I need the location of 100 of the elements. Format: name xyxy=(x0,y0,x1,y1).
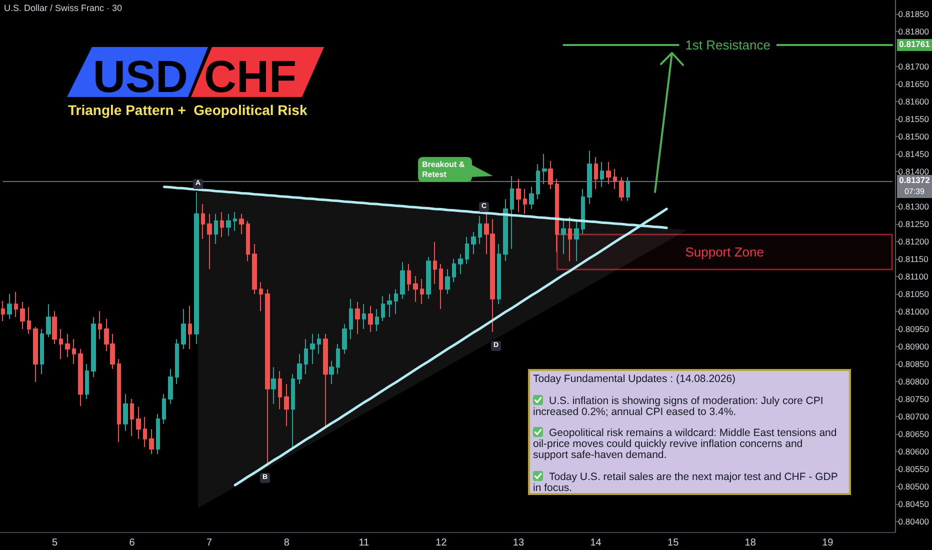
candlestick xyxy=(600,162,604,188)
y-tick-label: 0.81250 xyxy=(898,219,930,229)
candlestick xyxy=(65,333,70,358)
candlestick xyxy=(523,188,527,214)
text: 0.81372 xyxy=(898,175,931,186)
y-tick-label: 0.80400 xyxy=(898,516,930,526)
candlestick xyxy=(46,304,51,338)
y-tick-label: 0.81550 xyxy=(898,114,930,124)
candlestick xyxy=(420,278,424,305)
candlestick xyxy=(368,305,373,333)
y-tick-label: 0.81400 xyxy=(898,166,930,176)
x-tick-label: 5 xyxy=(52,538,58,548)
candlestick xyxy=(317,333,321,354)
candlestick xyxy=(542,154,547,185)
annotation: CHF xyxy=(204,51,296,102)
candlestick xyxy=(226,213,231,236)
x-tick-label: 12 xyxy=(436,538,448,548)
candlestick xyxy=(284,383,289,426)
candlestick xyxy=(291,374,295,448)
candlestick xyxy=(59,328,63,360)
x-tick-label: 8 xyxy=(284,538,290,548)
candlestick xyxy=(510,176,514,250)
y-tick-label: 0.80750 xyxy=(898,394,930,404)
y-tick-label: 0.80850 xyxy=(898,359,930,369)
candlestick xyxy=(561,218,566,255)
candlestick xyxy=(433,241,437,284)
candlestick xyxy=(362,304,366,330)
y-tick-label: 0.81050 xyxy=(898,289,930,299)
candlestick xyxy=(342,324,347,354)
candlestick xyxy=(536,164,540,200)
y-tick-label: 0.80800 xyxy=(898,376,930,386)
x-tick-label: 14 xyxy=(590,538,602,548)
candlestick xyxy=(156,414,160,454)
candlestick xyxy=(136,406,141,440)
candlestick xyxy=(529,186,534,210)
candlestick xyxy=(149,428,154,454)
candlestick xyxy=(413,276,418,303)
x-tick-label: 18 xyxy=(744,538,756,548)
y-tick-label: 0.80950 xyxy=(898,324,930,334)
candlestick xyxy=(52,310,57,345)
candlestick xyxy=(278,370,282,410)
candlestick xyxy=(20,302,25,330)
candlestick xyxy=(265,288,270,466)
candlestick xyxy=(304,338,308,375)
annotation: Breakout & Retest xyxy=(422,160,466,179)
annotation: U.S. inflation is showing signs of moderation: July core CPI increased 0.2%; annual CPI eased to 3.4%. xyxy=(533,394,824,418)
candlestick xyxy=(78,348,83,406)
candlestick xyxy=(613,168,617,190)
y-tick-label: 0.80900 xyxy=(898,342,930,352)
y-tick-label: 0.81100 xyxy=(898,272,929,282)
candlestick xyxy=(606,162,611,185)
candlestick xyxy=(497,243,501,305)
candlestick xyxy=(568,216,572,262)
candlestick xyxy=(548,160,553,190)
y-tick-label: 0.81500 xyxy=(898,132,930,142)
candlestick xyxy=(14,291,18,318)
x-tick-label: 13 xyxy=(512,538,524,548)
candlestick xyxy=(246,220,250,262)
y-tick-label: 0.81800 xyxy=(898,26,930,36)
candlestick xyxy=(626,176,630,202)
candlestick xyxy=(516,178,521,213)
candlestick xyxy=(400,262,405,300)
x-tick-label: 6 xyxy=(129,538,136,548)
candlestick xyxy=(207,213,212,270)
y-tick-label: 0.81700 xyxy=(898,62,930,72)
candlestick xyxy=(33,326,38,382)
y-tick-label: 0.81200 xyxy=(898,236,930,246)
candlestick xyxy=(252,243,257,294)
candlestick xyxy=(426,256,431,300)
candlestick xyxy=(72,338,76,364)
candlestick xyxy=(555,178,559,252)
candlestick xyxy=(181,308,186,350)
candlestick xyxy=(587,150,592,205)
candlestick xyxy=(387,294,392,318)
y-tick-label: 0.81600 xyxy=(898,96,930,106)
text: 0.81761 xyxy=(897,39,932,50)
candlestick xyxy=(594,156,598,190)
candlestick xyxy=(27,306,31,334)
candlestick xyxy=(329,360,334,384)
candlestick xyxy=(581,188,585,235)
candlestick xyxy=(503,198,508,262)
candlestick xyxy=(323,333,328,426)
candlestick xyxy=(162,394,166,424)
candlestick xyxy=(98,310,102,340)
candlestick xyxy=(117,358,121,443)
y-tick-label: 0.81300 xyxy=(898,202,930,212)
candlestick xyxy=(194,192,199,345)
candlestick xyxy=(175,338,179,384)
annotation: Today Fundamental Updates : (14.08.2026) xyxy=(533,373,737,385)
candlestick xyxy=(375,308,379,332)
y-tick-label: 0.81000 xyxy=(898,306,930,316)
candlestick xyxy=(355,302,360,334)
candlestick xyxy=(91,316,96,378)
candlestick xyxy=(394,288,398,314)
candlestick xyxy=(214,213,218,244)
candlestick xyxy=(619,176,624,202)
candlestick xyxy=(130,398,134,437)
annotation: Today U.S. retail sales are the next major test and CHF - GDP in focus. xyxy=(533,470,839,494)
y-tick-label: 0.80700 xyxy=(898,412,930,422)
candlestick xyxy=(349,298,353,340)
